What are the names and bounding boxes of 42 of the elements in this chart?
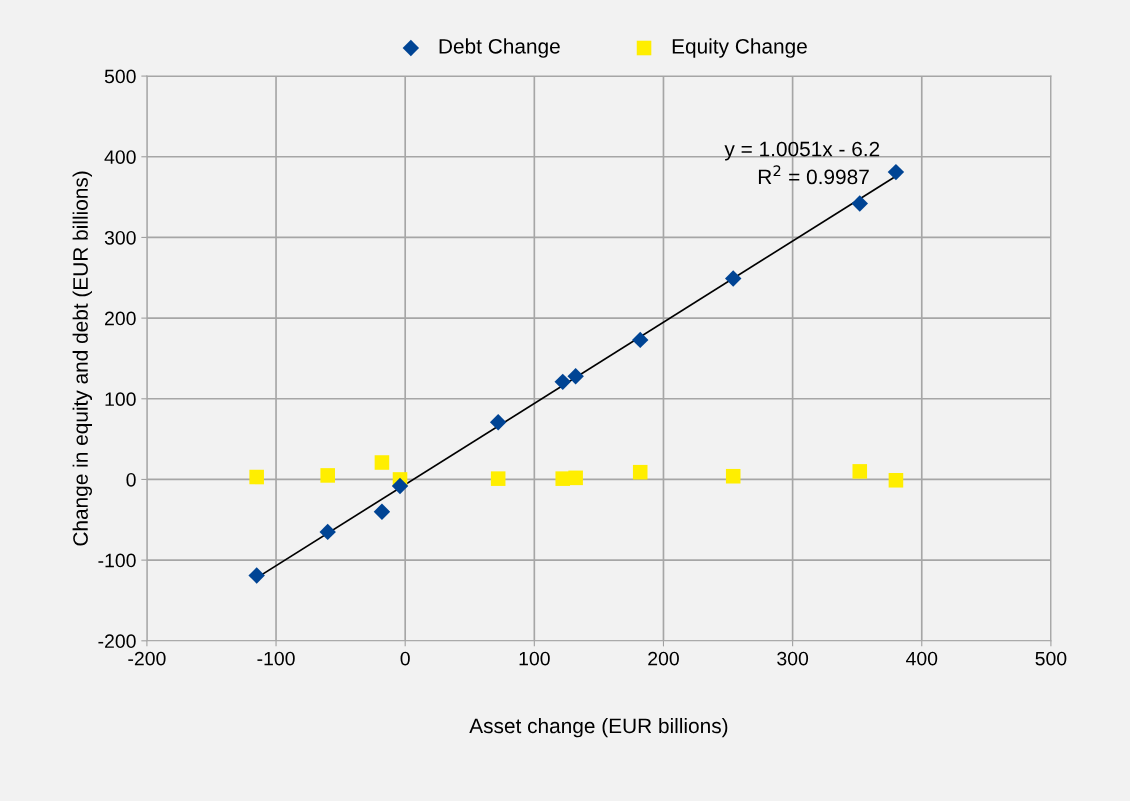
annotation: y = 1.0051x - 6.2 [724, 141, 880, 161]
point [374, 455, 390, 470]
point [320, 468, 335, 483]
point [567, 367, 584, 385]
x-tick-label: 200 [648, 651, 679, 666]
legend-label: Debt Change [439, 38, 560, 58]
x-tick-label: 300 [777, 651, 809, 666]
x-tick-label: 100 [519, 651, 550, 666]
point [391, 477, 409, 495]
point [725, 468, 741, 484]
point [568, 470, 583, 486]
x-axis-title: Asset change (EUR billions) [469, 717, 728, 738]
point [851, 195, 868, 212]
y-tick-label: -100 [98, 553, 136, 568]
point [490, 471, 506, 486]
annotation: R$^{2}$ = 0.9987 [758, 165, 869, 185]
point [887, 163, 905, 181]
y-tick-label: 500 [104, 69, 136, 84]
x-tick-label: 400 [905, 651, 938, 666]
y-tick-label: -200 [98, 634, 136, 649]
y-tick-label: 300 [104, 230, 136, 245]
x-tick-label: 0 [400, 651, 410, 666]
point [373, 503, 391, 520]
y-axis-title: Change in equity and debt (EUR billions) [72, 171, 93, 546]
point [852, 464, 868, 479]
y-tick-label: 0 [126, 472, 136, 487]
x-tick-label: 500 [1035, 651, 1067, 666]
x-tick-label: -200 [128, 651, 166, 666]
point [248, 567, 265, 584]
point [319, 523, 336, 541]
point [489, 413, 507, 431]
point [724, 270, 742, 287]
point [888, 472, 904, 488]
y-tick-label: 200 [105, 311, 136, 326]
point [632, 331, 649, 349]
y-tick-label: 100 [105, 392, 136, 407]
legend-label: Equity Change [672, 38, 807, 58]
point [632, 464, 648, 480]
point [249, 469, 264, 485]
y-tick-label: 400 [104, 150, 136, 164]
point [554, 373, 571, 391]
x-tick-label: -100 [257, 651, 295, 666]
